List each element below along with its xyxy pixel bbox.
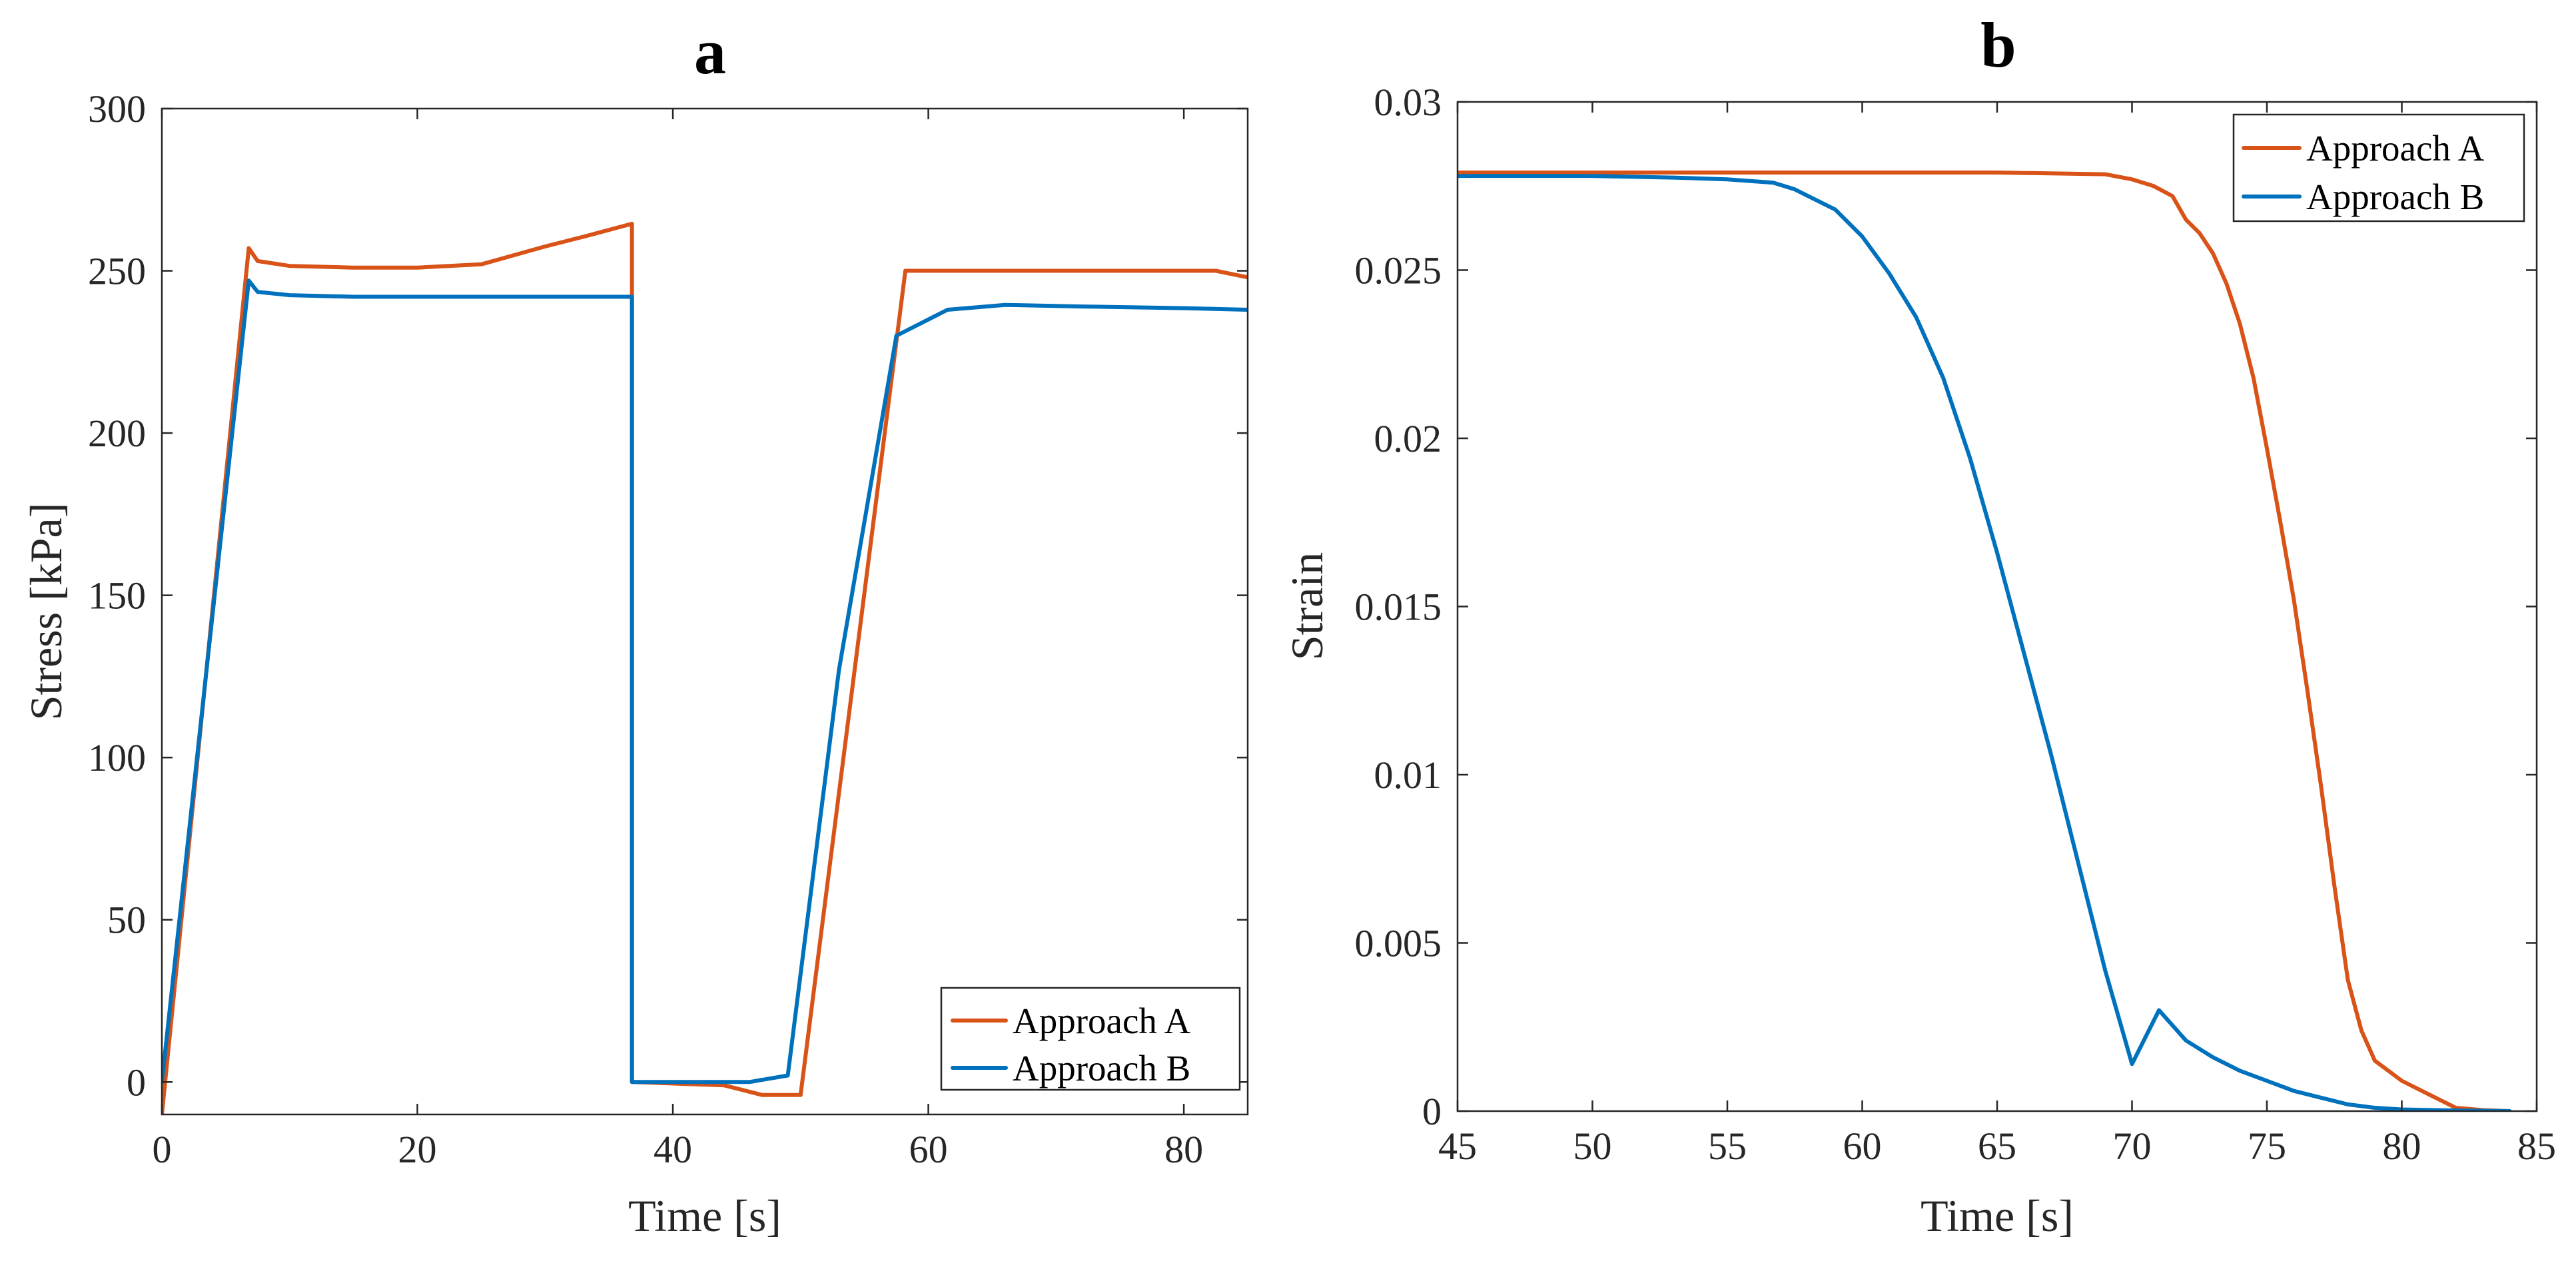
panel-a-ytick-label: 250	[88, 250, 146, 293]
panel-a-series	[162, 221, 1248, 1114]
panel-a-series-approach-b	[162, 278, 1248, 1084]
panel-a-ytick-label: 300	[88, 87, 146, 131]
panel-b-ytick-label: 0.01	[1374, 753, 1442, 797]
panel-a-ytick-label: 50	[107, 899, 146, 942]
panel-a-xtick-label: 80	[1164, 1128, 1203, 1171]
panel-b-legend: Approach A Approach B	[2232, 113, 2525, 222]
panel-b-ytick-label: 0	[1422, 1090, 1442, 1133]
panel-b-ylabel: Strain	[1282, 552, 1332, 660]
panel-b-xtick-label: 50	[1573, 1124, 1612, 1168]
panel-a-ticks: 0 20 40 60 80 0 50 100 150 200 250 300	[88, 87, 1248, 1171]
panel-a-legend: Approach A Approach B	[940, 987, 1241, 1091]
panel-a: a 0 20 40 60 80 0 50 100 150 200 250 300 Time [s] S…	[21, 16, 1249, 1241]
panel-b-xtick-label: 45	[1438, 1124, 1477, 1168]
panel-b-legend-box	[2232, 113, 2525, 222]
panel-b-xtick-label: 60	[1843, 1124, 1882, 1168]
panel-a-xlabel: Time [s]	[628, 1190, 781, 1241]
panel-b-xlabel: Time [s]	[1921, 1190, 2074, 1241]
panel-a-ytick-label: 150	[88, 574, 146, 618]
panel-b-ticks: 45 50 55 60 65 70 75 80 85 0 0.005 0.01 0.015 0.02 0.0…	[1355, 81, 2557, 1168]
panel-b-xtick-label: 70	[2113, 1124, 2152, 1168]
panel-a-plot-frame	[161, 107, 1249, 1116]
panel-a-xtick-label: 0	[153, 1128, 172, 1171]
panel-b-ytick-label: 0.03	[1374, 81, 1442, 124]
panel-a-ytick-label: 0	[127, 1060, 146, 1104]
panel-b-xtick-label: 55	[1708, 1124, 1747, 1168]
panel-b-legend-label-a: Approach A	[2306, 128, 2485, 169]
panel-a-legend-label-b: Approach B	[1013, 1048, 1190, 1088]
panel-a-xtick-label: 60	[909, 1128, 948, 1171]
panel-a-ylabel: Stress [kPa]	[21, 503, 71, 721]
panel-b-series-approach-a	[1458, 171, 2512, 1111]
panel-a-series-approach-a	[162, 221, 1248, 1114]
panel-b-title: b	[1980, 9, 2016, 81]
panel-a-legend-label-a: Approach A	[1013, 1001, 1191, 1041]
panel-b-series-approach-b	[1458, 174, 2512, 1111]
panel-b-ytick-label: 0.02	[1374, 417, 1442, 460]
panel-b-xtick-label: 65	[1978, 1124, 2016, 1168]
panel-a-title: a	[694, 16, 726, 87]
panel-a-xtick-label: 40	[653, 1128, 692, 1171]
panel-a-ytick-label: 200	[88, 412, 146, 455]
panel-b-ytick-label: 0.025	[1355, 249, 1442, 292]
panel-b-plot-frame	[1456, 101, 2538, 1112]
panel-a-ytick-label: 100	[88, 736, 146, 779]
panel-b-legend-label-b: Approach B	[2306, 177, 2484, 217]
panel-b-xtick-label: 75	[2248, 1124, 2286, 1168]
panel-b: b 45 50 55 60 65 70 75 80 85 0 0.005 0.01 0.015 0.02 0…	[1282, 9, 2556, 1241]
panel-b-ytick-label: 0.015	[1355, 586, 1442, 629]
panel-b-xtick-label: 80	[2383, 1124, 2421, 1168]
panel-a-xtick-label: 20	[398, 1128, 437, 1171]
panel-b-ytick-label: 0.005	[1355, 922, 1442, 965]
panel-b-series	[1458, 171, 2512, 1111]
panel-b-xtick-label: 85	[2517, 1124, 2556, 1168]
panel-a-legend-box	[940, 987, 1241, 1091]
